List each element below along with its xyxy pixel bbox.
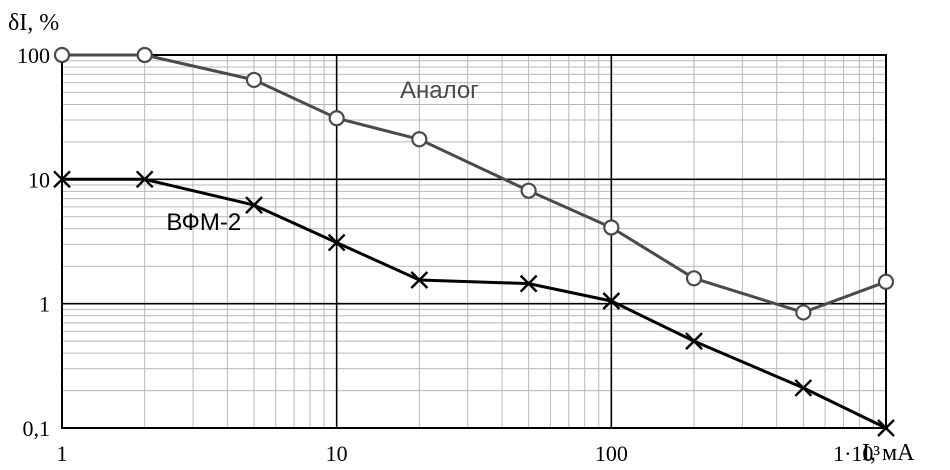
data-point bbox=[603, 219, 620, 236]
data-point bbox=[877, 273, 895, 290]
plot-frame bbox=[61, 54, 887, 429]
data-point bbox=[877, 419, 895, 437]
series-label: ВФМ-2 bbox=[166, 209, 241, 236]
x-axis-title: I, мА bbox=[862, 440, 915, 466]
data-point bbox=[685, 332, 703, 350]
data-point bbox=[685, 270, 703, 287]
series-1 bbox=[53, 46, 895, 321]
data-point bbox=[245, 71, 263, 89]
y-tick-label: 0,1 bbox=[23, 416, 51, 441]
x-tick-label: 10 bbox=[326, 441, 348, 466]
x-tick-label: 100 bbox=[595, 441, 628, 466]
series-line bbox=[62, 53, 887, 314]
series-label: Аналог bbox=[400, 77, 479, 104]
data-point bbox=[328, 110, 345, 127]
data-point bbox=[136, 46, 153, 64]
y-tick-label: 1 bbox=[39, 292, 50, 317]
data-point bbox=[411, 131, 428, 148]
data-point bbox=[245, 196, 263, 214]
data-point bbox=[53, 170, 71, 189]
data-point bbox=[520, 182, 537, 199]
y-tick-label: 100 bbox=[17, 43, 50, 68]
labels-layer: δI, % I, мА 1 10 100 1·10³0,1110100АналогВФ… bbox=[8, 10, 915, 466]
data-point bbox=[410, 271, 429, 289]
series-line bbox=[62, 177, 887, 430]
x-tick-label: 1·10³ bbox=[833, 441, 880, 466]
data-point bbox=[135, 170, 154, 189]
data-point bbox=[602, 292, 621, 310]
series-2 bbox=[53, 170, 895, 437]
y-axis-title: δI, % bbox=[8, 10, 59, 36]
data-point bbox=[519, 274, 538, 293]
data-point bbox=[794, 379, 813, 397]
data-point bbox=[53, 46, 71, 64]
y-tick-label: 10 bbox=[28, 167, 50, 192]
data-point bbox=[795, 304, 812, 321]
series-layer bbox=[53, 46, 895, 437]
x-tick-label: 1 bbox=[57, 441, 68, 466]
grid bbox=[61, 54, 887, 429]
data-point bbox=[327, 233, 346, 252]
